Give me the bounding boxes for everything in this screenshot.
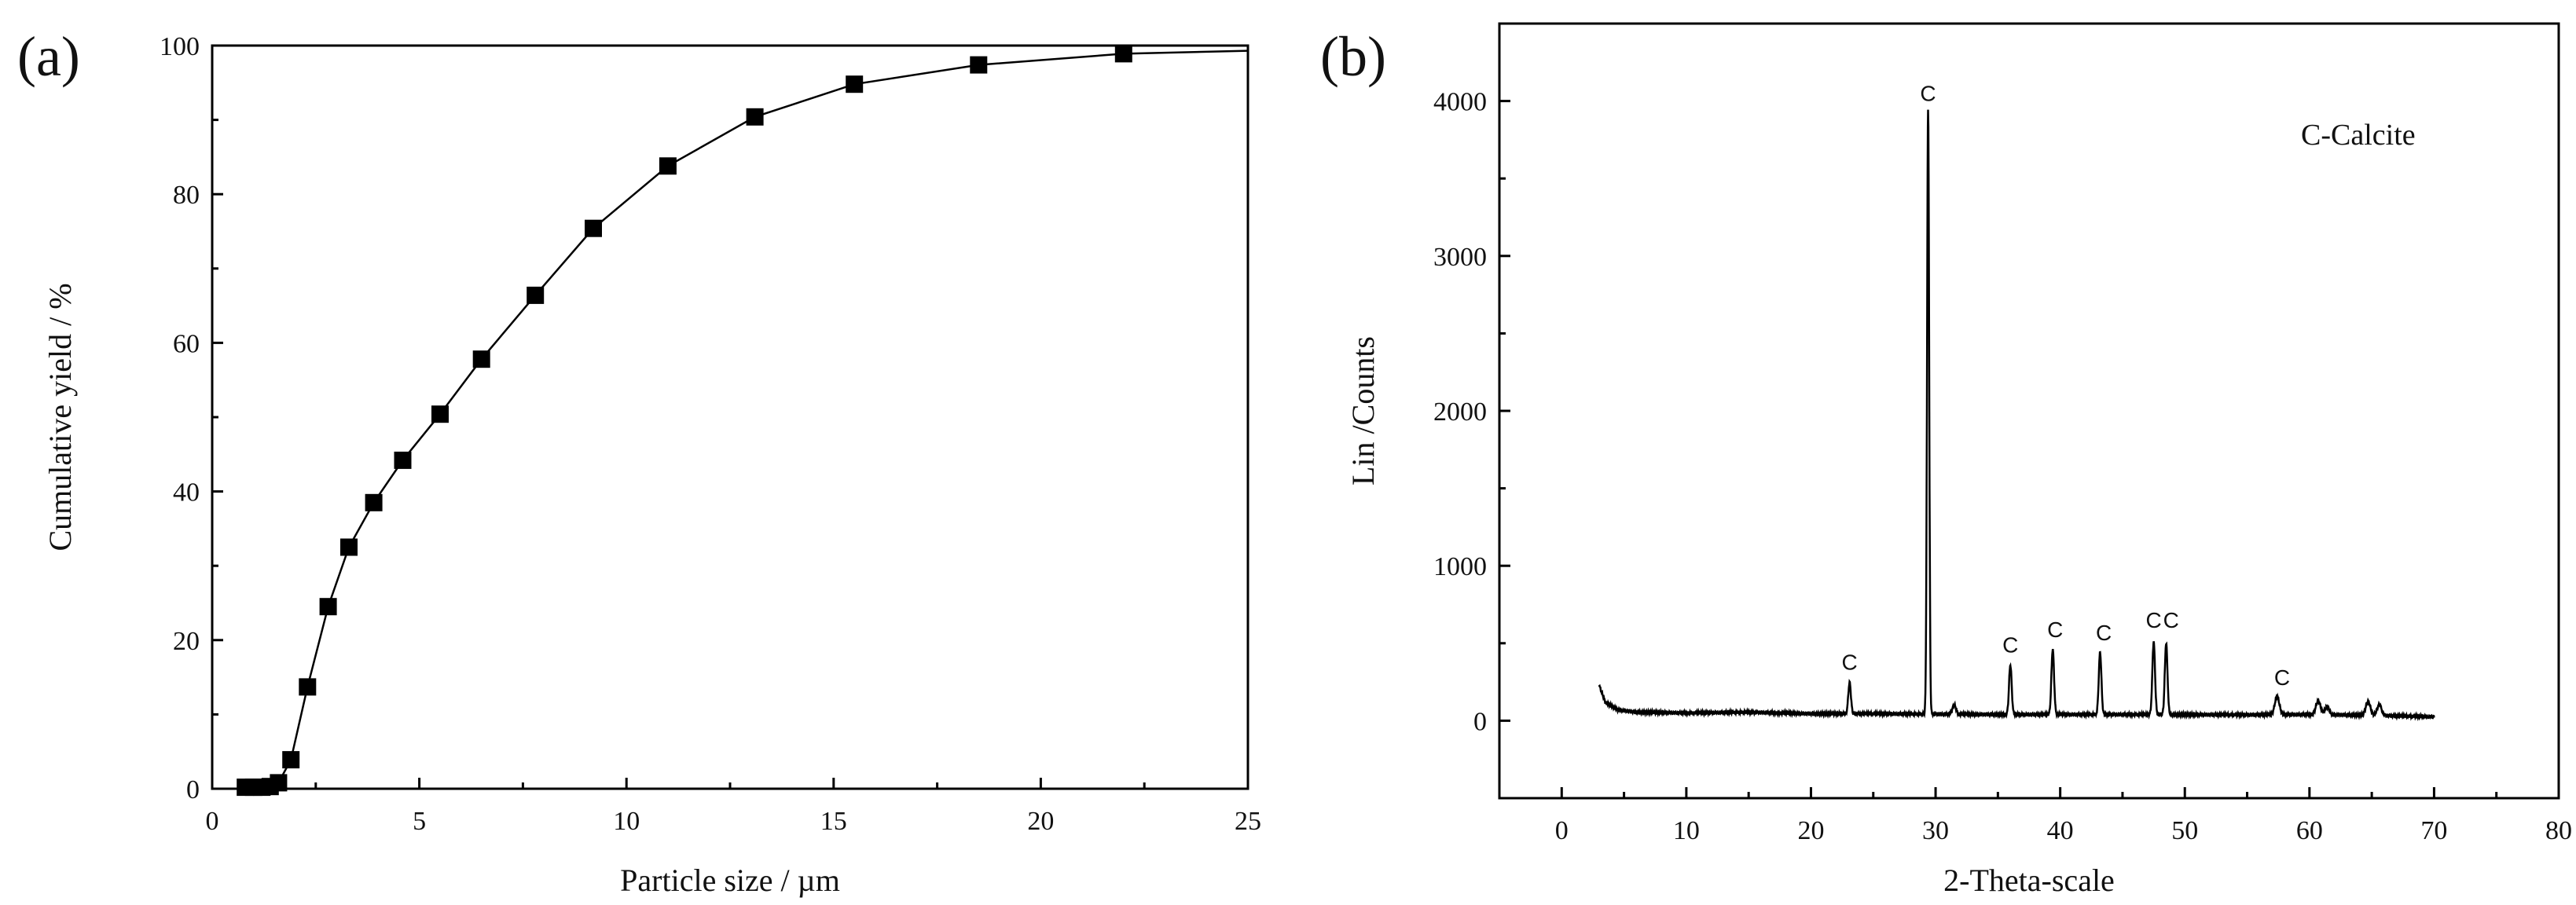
panel-a-data-point: [270, 774, 288, 792]
panel-b-peak-label: C: [2145, 608, 2161, 632]
panel-a-data-point: [282, 751, 300, 769]
panel-a-x-tick-label: 10: [613, 807, 640, 836]
panel-a-data-point: [299, 678, 317, 696]
panel-a-y-tick-label: 40: [173, 478, 200, 507]
panel-a-data-point: [659, 157, 677, 175]
panel-b-peak-label: C: [2096, 621, 2112, 645]
panel-b-y-tick-label: 4000: [1433, 88, 1487, 117]
panel-b-y-tick-label: 2000: [1433, 398, 1487, 427]
panel-a-x-tick-label: 0: [206, 807, 219, 836]
panel-b-peak-label: C: [2002, 633, 2018, 658]
panel-b-y-tick-label: 0: [1473, 707, 1487, 736]
panel-b-x-axis-label: 2-Theta-scale: [1943, 863, 2115, 898]
panel-a-plot-frame: [211, 44, 1249, 790]
panel-b-x-tick-label: 80: [2545, 816, 2572, 845]
panel-a-series-tail: [1123, 49, 1249, 55]
panel-a-x-tick-label: 15: [820, 807, 847, 836]
panel-a-chart: (a) 0 5 10 15 20 25 0 20 40 60 80 100 Particle size…: [17, 25, 1261, 898]
panel-a-data-point: [746, 108, 764, 126]
panel-a-data-point: [527, 286, 545, 304]
panel-a-data-point: [394, 451, 412, 469]
panel-a-series-line: [245, 53, 1124, 789]
panel-a-data-point: [846, 75, 864, 93]
panel-b-x-tick-label: 60: [2296, 816, 2323, 845]
panel-a-data-point: [431, 405, 449, 423]
panel-a-x-axis-label: Particle size / µm: [620, 863, 840, 898]
panel-b-x-tick-label: 40: [2047, 816, 2074, 845]
panel-b-x-tick-label: 20: [1797, 816, 1824, 845]
panel-b-x-tick-label: 70: [2420, 816, 2447, 845]
panel-a-data-point: [319, 598, 337, 616]
panel-a-y-tick-label: 80: [173, 181, 200, 210]
panel-b-peak-label: C: [2274, 665, 2290, 690]
panel-b-y-tick-label: 3000: [1433, 243, 1487, 272]
panel-b-ticks: 0 10 20 30 40 50 60 70 80 0 1000 2000 3000 4000: [1433, 88, 2572, 845]
panel-b-peak-label: C: [2047, 617, 2063, 642]
panel-b-series: [1598, 109, 2435, 722]
panel-a-data-point: [365, 493, 383, 511]
panel-b-peak-label: C: [1920, 82, 1936, 106]
panel-a-label: (a): [17, 25, 80, 88]
panel-a-y-tick-label: 100: [160, 32, 200, 61]
panel-b-x-tick-label: 50: [2171, 816, 2198, 845]
panel-a-y-tick-label: 20: [173, 627, 200, 656]
panel-b-x-tick-label: 30: [1922, 816, 1949, 845]
panel-b-y-tick-label: 1000: [1433, 552, 1487, 581]
panel-a-x-tick-label: 5: [413, 807, 426, 836]
panel-a-y-axis-label: Cumulative yield / %: [42, 283, 78, 551]
panel-a-data-point: [1114, 45, 1132, 63]
panel-a-data-point: [585, 219, 602, 237]
panel-b-x-tick-label: 10: [1673, 816, 1700, 845]
panel-a-data-point: [970, 56, 988, 74]
panel-b-y-axis-label: Lin /Counts: [1345, 336, 1381, 485]
panel-a-y-tick-label: 60: [173, 329, 200, 358]
panel-a-series: [237, 45, 1249, 797]
panel-b-xrd-pattern: [1598, 109, 2435, 722]
panel-a-data-point: [340, 538, 358, 556]
panel-b-x-tick-label: 0: [1555, 816, 1569, 845]
panel-b-label: (b): [1320, 25, 1386, 88]
panel-b-peak-label: C: [1842, 650, 1858, 674]
panel-a-ticks: 0 5 10 15 20 25 0 20 40 60 80 100: [160, 32, 1261, 836]
panel-a-x-tick-label: 25: [1235, 807, 1261, 836]
panel-a-y-tick-label: 0: [186, 775, 200, 804]
panel-b-chart: (b) 0 10 20 30 40 50 60 70 80 0 1000 2000 3000 4000 2…: [1320, 22, 2572, 898]
panel-a-x-tick-label: 20: [1027, 807, 1054, 836]
panel-a-data-point: [472, 350, 490, 368]
panel-b-peak-label: C: [2163, 608, 2179, 632]
panel-b-legend-text: C-Calcite: [2301, 119, 2416, 152]
